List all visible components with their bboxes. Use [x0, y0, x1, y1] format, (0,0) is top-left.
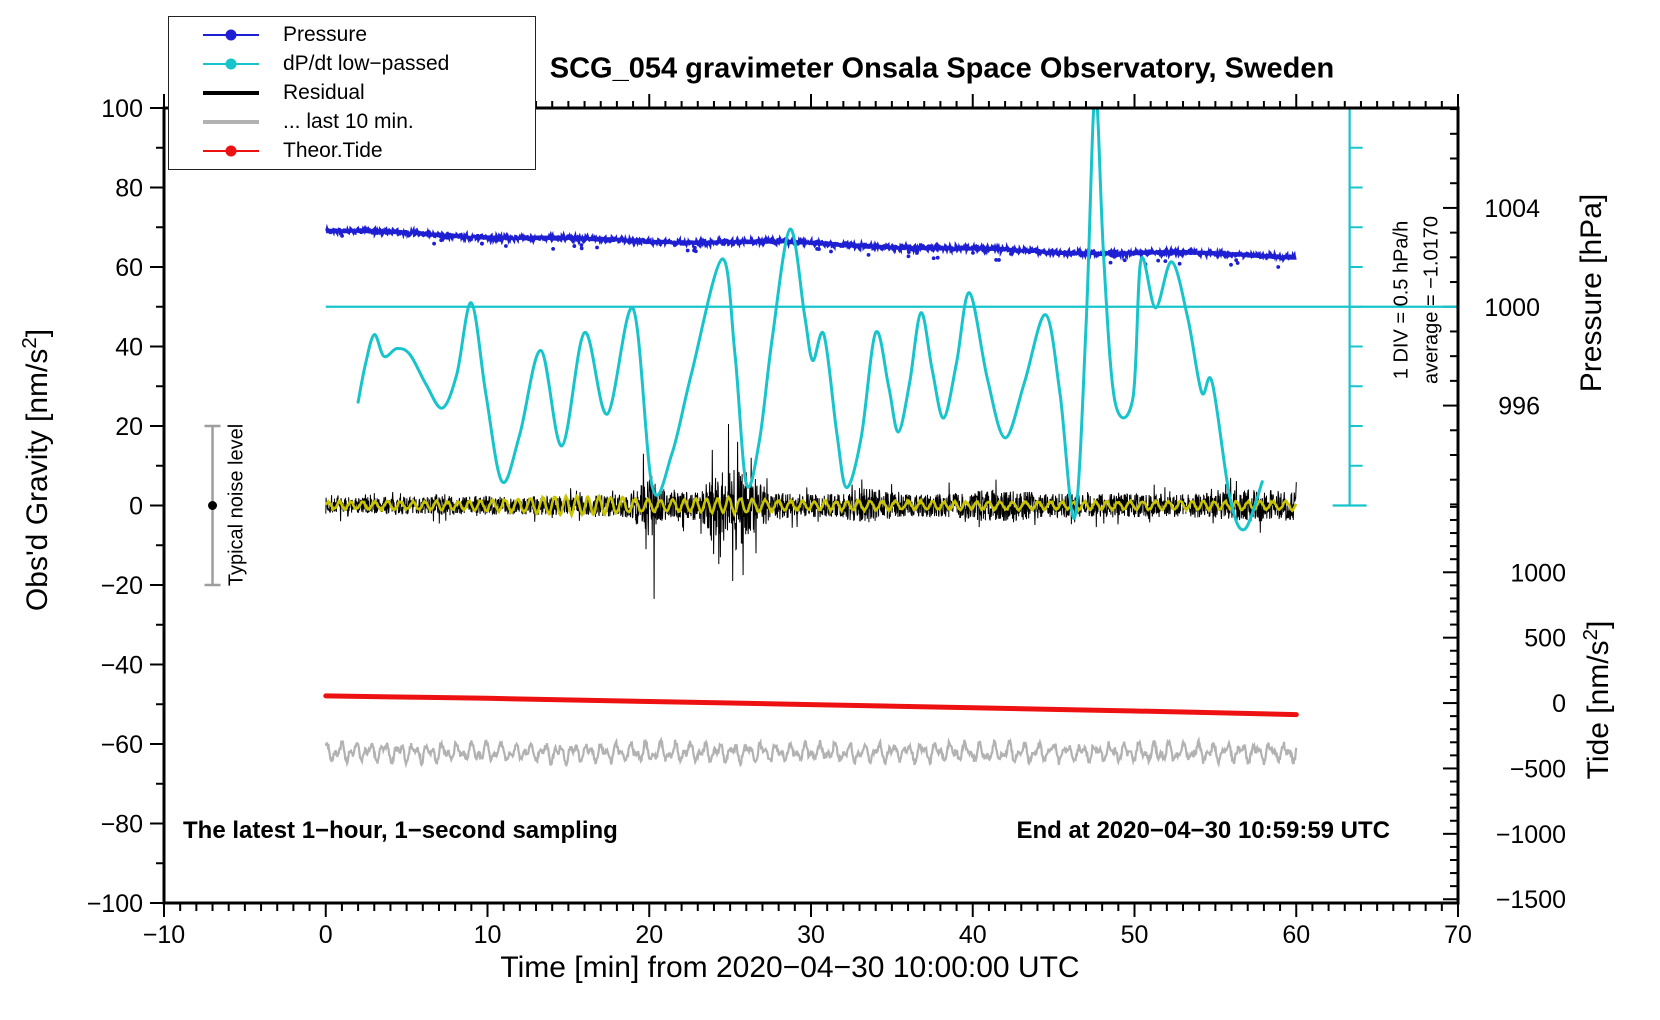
legend-label: ... last 10 min.	[283, 110, 414, 134]
dpdt-line-icon	[203, 58, 259, 70]
legend-label: Theor.Tide	[283, 139, 383, 163]
pressure-line-icon	[203, 29, 259, 41]
svg-text:100: 100	[101, 95, 143, 123]
left-axis-title: Obs'd Gravity [nm/s2]	[19, 329, 55, 611]
svg-text:−500: −500	[1510, 755, 1566, 783]
plot-frame	[162, 106, 1460, 905]
svg-text:40: 40	[959, 921, 987, 949]
series-pressure	[325, 223, 1297, 264]
svg-text:996: 996	[1498, 393, 1540, 421]
svg-text:−60: −60	[101, 731, 143, 759]
legend-item-last10: ... last 10 min.	[169, 108, 535, 137]
svg-text:60: 60	[1282, 921, 1310, 949]
series-theor-tide	[323, 693, 1299, 718]
svg-text:40: 40	[115, 334, 143, 362]
noise-level-label: Typical noise level	[225, 423, 248, 587]
div-scale-note: 1 DIV = 0.5 hPa/h	[1390, 220, 1413, 380]
legend-box: Pressure dP/dt low−passed Residual ... l…	[168, 16, 536, 170]
tide-axis-title-close: ]	[1582, 620, 1615, 630]
noise-level-dot	[208, 501, 218, 510]
legend-item-residual: Residual	[169, 78, 535, 107]
series-last10min	[324, 736, 1298, 769]
left-axis-title-close: ]	[21, 328, 54, 338]
residual-line-icon	[203, 90, 259, 95]
end-time-note: End at 2020−04−30 10:59:59 UTC	[1016, 817, 1390, 844]
legend-item-dpdt: dP/dt low−passed	[169, 49, 535, 78]
left-axis-title-sup: 2	[19, 337, 41, 349]
pressure-axis-title: Pressure [hPa]	[1575, 193, 1608, 393]
svg-text:−1000: −1000	[1496, 821, 1566, 849]
svg-text:−100: −100	[87, 890, 143, 918]
svg-text:1000: 1000	[1510, 559, 1566, 587]
legend-item-tide: Theor.Tide	[169, 137, 535, 166]
legend-item-pressure: Pressure	[169, 20, 535, 49]
svg-text:500: 500	[1524, 625, 1566, 653]
svg-text:30: 30	[797, 921, 825, 949]
left-axis-title-text: Obs'd Gravity [nm/s	[21, 348, 54, 612]
series-residual	[325, 423, 1297, 599]
average-note: average = −1.0170	[1420, 216, 1443, 384]
svg-text:−10: −10	[143, 921, 185, 949]
last10-line-icon	[203, 120, 259, 125]
svg-text:−20: −20	[101, 572, 143, 600]
svg-text:0: 0	[319, 921, 333, 949]
svg-text:0: 0	[129, 493, 143, 521]
svg-text:−80: −80	[101, 811, 143, 839]
svg-text:−40: −40	[101, 652, 143, 680]
legend-label: Pressure	[283, 22, 368, 46]
svg-text:1004: 1004	[1484, 195, 1540, 223]
legend-label: Residual	[283, 80, 365, 104]
page-title: SCG_054 gravimeter Onsala Space Observat…	[549, 52, 1335, 85]
svg-text:1000: 1000	[1484, 294, 1540, 322]
svg-text:0: 0	[1552, 690, 1566, 718]
tide-axis-title: Tide [nm/s2]	[1580, 621, 1616, 780]
series-group	[323, 108, 1299, 769]
tide-axis-title-text: Tide [nm/s	[1582, 640, 1615, 780]
sampling-note: The latest 1−hour, 1−second sampling	[183, 817, 618, 844]
legend-label: dP/dt low−passed	[283, 51, 450, 75]
svg-text:80: 80	[115, 175, 143, 203]
svg-text:60: 60	[115, 254, 143, 282]
svg-text:70: 70	[1444, 921, 1472, 949]
series-dpdt-lowpassed	[356, 108, 1264, 532]
reference-marks	[204, 106, 1458, 587]
tide-axis-title-sup: 2	[1580, 629, 1602, 641]
svg-text:20: 20	[115, 413, 143, 441]
svg-text:−1500: −1500	[1496, 886, 1566, 914]
tide-line-icon	[203, 145, 259, 157]
x-axis-title: Time [min] from 2020−04−30 10:00:00 UTC	[500, 951, 1080, 984]
svg-text:20: 20	[635, 921, 663, 949]
svg-text:50: 50	[1121, 921, 1149, 949]
series-residual-lowpassed	[324, 493, 1298, 520]
svg-text:10: 10	[474, 921, 502, 949]
